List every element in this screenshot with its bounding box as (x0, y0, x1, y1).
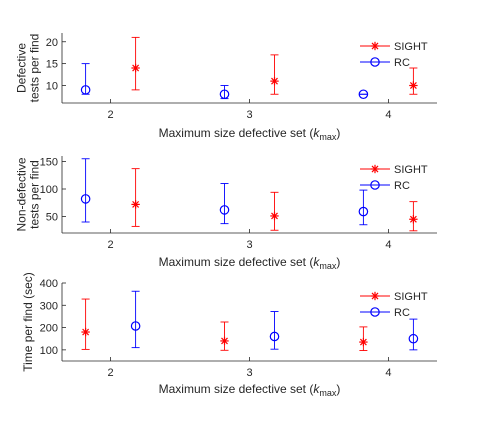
legend-marker-sight (370, 291, 380, 301)
chart-panel-1: 10 15 20 2 3 4 Defective tests per find Maximum … (15, 33, 437, 142)
legend-label-rc: RC (394, 307, 410, 319)
y-tick-label: 200 (40, 323, 58, 335)
y-tick-label: 300 (40, 300, 58, 312)
series-sight (131, 36, 418, 95)
legend-label-rc: RC (394, 57, 410, 69)
y-tick-label: 20 (46, 37, 58, 49)
chart-panel-2: 50 100 150 2 3 4 Non-defective tests per find Ma… (15, 156, 437, 271)
x-tick-label: 4 (385, 239, 391, 251)
data-point-sight (409, 215, 418, 224)
y-tick-label: 100 (40, 184, 58, 196)
y-tick-label: 15 (46, 59, 58, 71)
x-axis-label-main: Maximum size defective set ( (159, 126, 314, 140)
legend-marker-rc (370, 57, 380, 67)
data-point-rc (219, 205, 230, 215)
data-point-rc (80, 85, 91, 95)
data-point-rc (219, 89, 230, 100)
y-axis-label: Defective (15, 43, 29, 93)
data-point-rc (130, 321, 141, 331)
y-tick-label: 150 (40, 157, 58, 169)
x-tick-label: 2 (108, 239, 114, 251)
chart-panel-3: 100 200 300 400 2 3 4 Time per find (sec) Maximu… (21, 272, 437, 398)
data-point-sight (131, 200, 140, 209)
legend-marker-sight (370, 164, 380, 174)
x-axis-label-main: Maximum size defective set ( (159, 255, 314, 269)
x-axis-label: Maximum size defective set (kmax) (159, 126, 341, 142)
data-point-rc (358, 89, 369, 100)
y-tick-label: 10 (46, 81, 58, 93)
x-tick-label: 4 (385, 367, 391, 379)
x-tick-label: 3 (246, 109, 252, 121)
data-point-rc (408, 333, 419, 344)
legend-label-sight: SIGHT (394, 41, 428, 53)
series-sight (81, 298, 368, 351)
series-sight (131, 168, 418, 232)
data-point-sight (359, 337, 368, 347)
x-axis-label-end: ) (336, 126, 340, 140)
x-axis-label: Maximum size defective set (kmax) (159, 382, 341, 398)
data-point-sight (270, 76, 279, 86)
legend: SIGHT RC (360, 291, 428, 319)
y-axis-label: Time per find (sec) (21, 272, 35, 372)
legend-marker-rc (370, 307, 380, 317)
x-axis-label-main: Maximum size defective set ( (159, 382, 314, 396)
x-tick-label: 4 (385, 109, 391, 121)
data-point-sight (270, 211, 279, 221)
legend: SIGHT RC (360, 41, 428, 69)
series-rc (80, 63, 369, 100)
y-tick-label: 400 (40, 278, 58, 290)
y-axis-label: tests per find (28, 34, 42, 103)
data-point-sight (220, 336, 229, 346)
x-axis-label-sub: max (319, 388, 337, 398)
x-axis-label-k: k (313, 382, 320, 396)
y-axis-label: Non-defective (15, 157, 29, 231)
data-point-sight (81, 327, 90, 337)
x-axis-label-sub: max (319, 132, 337, 142)
legend: SIGHT RC (360, 164, 428, 192)
x-axis-label: Maximum size defective set (kmax) (159, 255, 341, 271)
data-point-rc (80, 194, 91, 204)
x-tick-label: 3 (246, 239, 252, 251)
x-axis-label-end: ) (336, 382, 340, 396)
series-rc (130, 290, 419, 351)
y-tick-label: 50 (46, 212, 58, 224)
x-axis-label-k: k (313, 126, 320, 140)
legend-label-rc: RC (394, 180, 410, 192)
data-point-sight (131, 63, 140, 73)
y-axis-label: tests per find (28, 160, 42, 229)
data-point-sight (409, 81, 418, 90)
legend-marker-rc (370, 180, 380, 190)
x-tick-label: 3 (246, 367, 252, 379)
x-axis-label-end: ) (336, 255, 340, 269)
x-tick-label: 2 (108, 109, 114, 121)
legend-marker-sight (370, 41, 380, 51)
data-point-rc (358, 206, 369, 217)
x-axis-label-k: k (313, 255, 320, 269)
data-point-rc (269, 331, 280, 342)
legend-label-sight: SIGHT (394, 291, 428, 303)
y-tick-label: 100 (40, 345, 58, 357)
series-rc (80, 158, 369, 226)
x-tick-label: 2 (108, 367, 114, 379)
legend-label-sight: SIGHT (394, 164, 428, 176)
x-axis-label-sub: max (319, 261, 337, 271)
